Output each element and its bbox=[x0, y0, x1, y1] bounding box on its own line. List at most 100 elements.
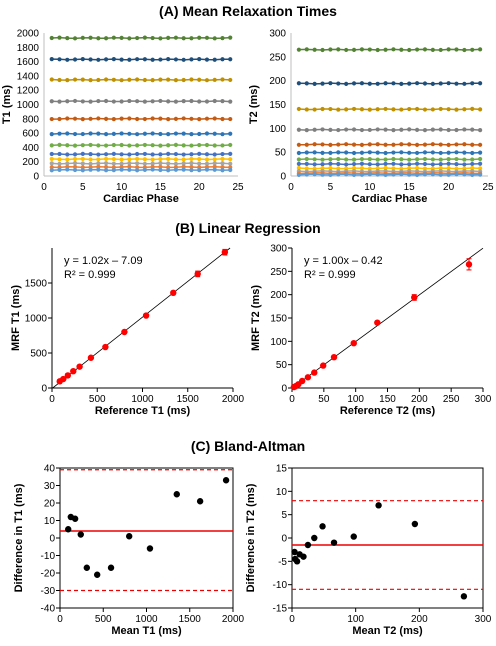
data-point bbox=[304, 150, 309, 155]
y-axis-label: MRF T1 (ms) bbox=[10, 285, 22, 351]
data-point bbox=[304, 166, 309, 171]
series-path bbox=[298, 167, 481, 170]
y-tick-label: 200 bbox=[270, 290, 287, 301]
y-tick-label: 20 bbox=[44, 499, 56, 510]
data-point bbox=[189, 143, 194, 148]
data-point bbox=[411, 294, 418, 301]
data-point bbox=[399, 157, 404, 162]
data-point bbox=[470, 161, 475, 167]
data-point bbox=[65, 526, 72, 533]
data-point bbox=[72, 57, 78, 62]
data-point bbox=[181, 99, 186, 104]
data-point bbox=[96, 77, 101, 83]
data-point bbox=[150, 116, 155, 121]
x-tick-label: 25 bbox=[482, 182, 494, 193]
regression-line bbox=[52, 247, 231, 389]
data-point bbox=[383, 172, 388, 178]
data-point bbox=[65, 161, 70, 166]
data-point bbox=[336, 166, 341, 171]
series-line bbox=[296, 81, 483, 86]
data-point bbox=[72, 152, 78, 157]
data-point bbox=[87, 354, 95, 361]
data-point bbox=[196, 498, 204, 505]
y-tick-label: 15 bbox=[276, 464, 288, 475]
data-point bbox=[127, 152, 132, 157]
x-tick-label: 10 bbox=[364, 182, 376, 193]
data-point bbox=[391, 128, 396, 133]
x-tick-label: 0 bbox=[57, 614, 63, 625]
data-point bbox=[80, 151, 85, 156]
data-point bbox=[135, 168, 140, 173]
x-tick-label: 15 bbox=[404, 182, 416, 193]
data-point bbox=[320, 162, 325, 167]
data-point bbox=[49, 161, 54, 166]
data-point bbox=[150, 152, 155, 157]
data-point bbox=[478, 81, 483, 86]
data-point bbox=[454, 172, 459, 177]
data-point bbox=[367, 142, 372, 147]
data-point bbox=[96, 57, 101, 62]
data-point bbox=[296, 161, 301, 166]
data-point bbox=[399, 162, 404, 167]
data-point bbox=[65, 167, 70, 172]
data-point bbox=[76, 363, 83, 370]
data-point bbox=[103, 132, 109, 137]
data-point bbox=[146, 545, 154, 552]
y-tick-label: 250 bbox=[269, 52, 286, 63]
data-point bbox=[80, 168, 85, 173]
data-point bbox=[173, 35, 179, 40]
y-tick-label: 100 bbox=[270, 337, 287, 348]
data-point bbox=[414, 150, 420, 156]
data-point bbox=[399, 150, 404, 155]
data-point bbox=[220, 77, 225, 82]
data-point bbox=[103, 116, 109, 121]
data-point bbox=[57, 77, 62, 83]
series-path bbox=[298, 128, 481, 131]
data-point bbox=[462, 172, 467, 177]
chart-b2: 0 50 100 150 200 250 300 0 50 100 150 200 250 300 Refe… bbox=[250, 244, 492, 418]
data-point bbox=[135, 151, 140, 157]
data-point bbox=[72, 164, 78, 169]
series-line bbox=[296, 172, 483, 178]
y-axis-label: T2 (ms) bbox=[248, 85, 260, 124]
data-point bbox=[197, 151, 202, 156]
data-point bbox=[351, 106, 357, 112]
series-line bbox=[49, 164, 233, 170]
y-tick-label: 2000 bbox=[17, 29, 40, 40]
data-point bbox=[142, 167, 147, 173]
y-axis-label: Difference in T2 (ms) bbox=[245, 483, 257, 592]
data-point bbox=[478, 150, 483, 155]
data-point bbox=[158, 116, 163, 121]
data-point bbox=[296, 142, 301, 147]
y-tick-label: 1000 bbox=[17, 100, 40, 111]
series-path bbox=[51, 144, 231, 147]
data-point bbox=[72, 143, 78, 148]
series-path bbox=[51, 117, 231, 120]
data-point bbox=[65, 152, 70, 157]
data-point bbox=[296, 165, 301, 171]
data-point bbox=[88, 99, 93, 104]
data-point bbox=[344, 162, 349, 167]
y-tick-label: -30 bbox=[41, 586, 56, 597]
data-point bbox=[121, 328, 128, 336]
data-point bbox=[96, 143, 101, 148]
data-point bbox=[127, 57, 132, 62]
data-point bbox=[96, 36, 101, 41]
data-point bbox=[462, 142, 467, 147]
data-point bbox=[422, 47, 428, 52]
y-tick-label: 50 bbox=[275, 148, 287, 159]
data-point bbox=[194, 270, 201, 278]
series-path bbox=[298, 108, 481, 111]
series-line bbox=[49, 156, 233, 162]
data-point bbox=[166, 151, 171, 156]
data-point bbox=[197, 156, 202, 162]
data-point bbox=[103, 77, 109, 82]
data-point bbox=[351, 142, 357, 147]
data-point bbox=[312, 162, 317, 167]
data-point bbox=[220, 165, 225, 170]
data-point bbox=[446, 161, 451, 166]
data-point bbox=[65, 157, 70, 162]
data-point bbox=[103, 164, 109, 170]
data-point bbox=[454, 150, 459, 155]
data-point bbox=[173, 142, 179, 148]
